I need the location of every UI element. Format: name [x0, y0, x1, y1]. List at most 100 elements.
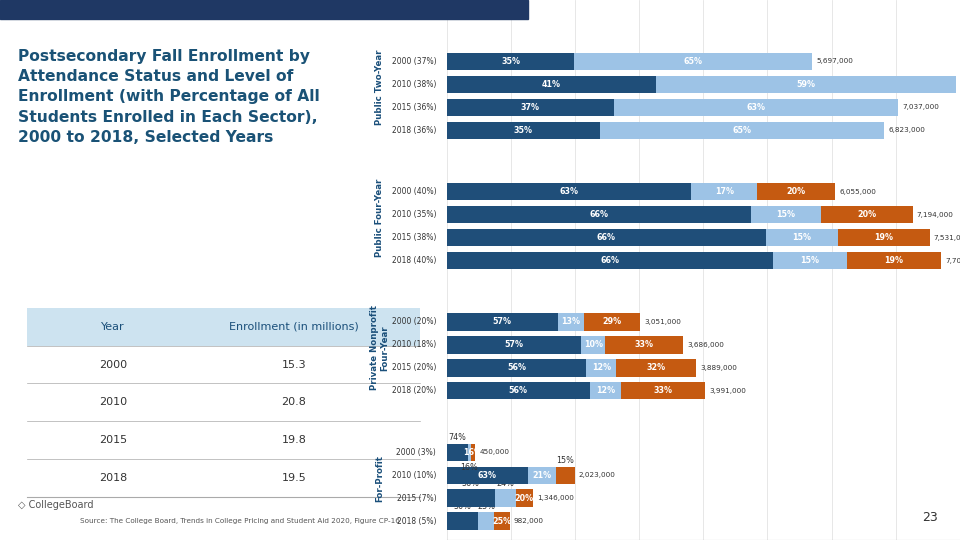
Text: 2015 (7%): 2015 (7%) [396, 494, 436, 503]
Bar [613, 99, 899, 116]
Bar [590, 382, 621, 400]
Text: 3,991,000: 3,991,000 [709, 388, 746, 394]
Text: 7,037,000: 7,037,000 [902, 104, 939, 110]
Text: 2018: 2018 [99, 473, 128, 483]
Text: 19%: 19% [885, 256, 903, 265]
Bar [446, 467, 528, 484]
Text: 7,706,000: 7,706,000 [945, 258, 960, 264]
Text: Public Four-Year: Public Four-Year [375, 178, 384, 256]
Bar [582, 336, 605, 354]
Bar [446, 229, 765, 246]
Text: Source: The College Board, Trends in College Pricing and Student Aid 2020, Figur: Source: The College Board, Trends in Col… [81, 518, 400, 524]
Text: Enrollment (in millions): Enrollment (in millions) [229, 322, 359, 332]
Text: 2010: 2010 [99, 397, 128, 407]
Text: Postsecondary Fall Enrollment by
Attendance Status and Level of
Enrollment (with: Postsecondary Fall Enrollment by Attenda… [18, 49, 320, 145]
Text: 2018 (36%): 2018 (36%) [392, 126, 436, 135]
Text: 2000 (3%): 2000 (3%) [396, 448, 436, 457]
Bar [587, 359, 616, 376]
Text: 50%: 50% [453, 502, 471, 511]
Bar [446, 252, 773, 269]
Text: 2000 (40%): 2000 (40%) [392, 187, 436, 196]
Text: 7,531,000: 7,531,000 [934, 234, 960, 241]
Bar [584, 313, 640, 330]
Text: 74%: 74% [448, 433, 467, 442]
Text: 19.5: 19.5 [281, 473, 306, 483]
Text: 66%: 66% [589, 210, 609, 219]
Text: 25%: 25% [477, 502, 495, 511]
Bar [446, 359, 587, 376]
Bar [600, 122, 884, 139]
Text: 2000: 2000 [99, 360, 128, 369]
Text: 5,697,000: 5,697,000 [816, 58, 852, 64]
Bar [446, 489, 495, 507]
Text: 15%: 15% [777, 210, 796, 219]
Bar [470, 443, 475, 461]
Text: 56%: 56% [462, 479, 480, 488]
Bar [528, 467, 556, 484]
Bar [495, 489, 516, 507]
Text: 23: 23 [923, 511, 938, 524]
Text: 6,823,000: 6,823,000 [888, 127, 925, 133]
Text: 20.8: 20.8 [281, 397, 306, 407]
Bar [773, 252, 847, 269]
Text: 3,686,000: 3,686,000 [687, 342, 724, 348]
Text: 20%: 20% [515, 494, 534, 503]
Text: 15.3: 15.3 [281, 360, 306, 369]
Text: 63%: 63% [478, 471, 497, 480]
Text: Private Nonprofit
Four-Year: Private Nonprofit Four-Year [370, 305, 390, 390]
Text: 2018 (5%): 2018 (5%) [396, 517, 436, 525]
Bar [847, 252, 941, 269]
Text: 7,194,000: 7,194,000 [917, 212, 953, 218]
Text: 2010 (38%): 2010 (38%) [392, 80, 436, 89]
Text: 2010 (10%): 2010 (10%) [392, 471, 436, 480]
Text: Public Two-Year: Public Two-Year [375, 50, 384, 125]
Bar [752, 206, 821, 223]
Bar [446, 122, 600, 139]
Text: 2,023,000: 2,023,000 [579, 472, 615, 478]
Bar [446, 76, 656, 93]
Text: 63%: 63% [747, 103, 765, 112]
Text: 56%: 56% [507, 363, 526, 373]
Text: 10%: 10% [584, 340, 603, 349]
Text: 57%: 57% [504, 340, 523, 349]
Text: 33%: 33% [635, 340, 654, 349]
Text: 35%: 35% [501, 57, 520, 66]
Bar [446, 99, 613, 116]
Text: 57%: 57% [492, 318, 512, 326]
Bar [446, 443, 468, 461]
Text: 35%: 35% [514, 126, 533, 135]
Bar [446, 313, 558, 330]
Text: 2010 (18%): 2010 (18%) [392, 340, 436, 349]
Bar [446, 512, 478, 530]
Bar [757, 183, 835, 200]
Bar [493, 512, 510, 530]
Text: 2000 (37%): 2000 (37%) [392, 57, 436, 66]
Text: 12%: 12% [591, 363, 611, 373]
Text: 15%: 15% [557, 456, 574, 465]
Bar [516, 489, 533, 507]
Bar [446, 382, 590, 400]
Text: Year: Year [102, 322, 125, 332]
Text: 20%: 20% [857, 210, 876, 219]
Text: ◇ CollegeBoard: ◇ CollegeBoard [18, 500, 93, 510]
Text: 3,889,000: 3,889,000 [700, 365, 737, 371]
Text: 20%: 20% [787, 187, 805, 196]
Bar [468, 443, 470, 461]
Text: 24%: 24% [496, 479, 515, 488]
Text: 6,055,000: 6,055,000 [839, 188, 876, 194]
Bar [656, 76, 956, 93]
Text: 17%: 17% [715, 187, 733, 196]
Bar [605, 336, 684, 354]
Text: 25%: 25% [492, 517, 512, 525]
Bar [765, 229, 838, 246]
Text: 32%: 32% [647, 363, 665, 373]
Text: 21%: 21% [533, 471, 551, 480]
Bar [616, 359, 696, 376]
Text: 2010 (35%): 2010 (35%) [392, 210, 436, 219]
Text: 982,000: 982,000 [514, 518, 543, 524]
Text: 15%: 15% [792, 233, 811, 242]
Bar [838, 229, 930, 246]
Text: 41%: 41% [541, 80, 561, 89]
Bar [821, 206, 913, 223]
Text: 63%: 63% [560, 187, 579, 196]
